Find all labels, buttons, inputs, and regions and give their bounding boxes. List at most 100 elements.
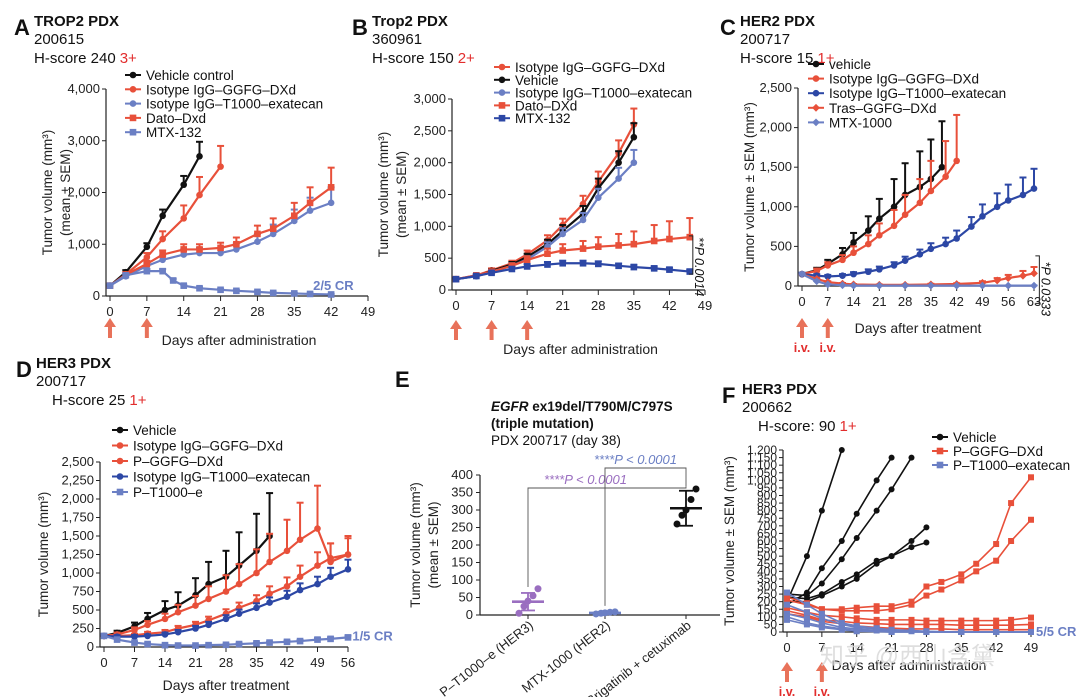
data-point bbox=[873, 603, 880, 610]
x-tick-label: 21 bbox=[555, 298, 569, 313]
h-score-label: H-score 15 bbox=[740, 50, 813, 67]
y-tick-label: 1,050 bbox=[747, 466, 777, 480]
panel-letter: F bbox=[722, 383, 735, 408]
y-axis-label: (mean ± SEM) bbox=[394, 151, 409, 238]
legend-marker bbox=[936, 433, 944, 441]
y-axis-label: Tumor volume (mm³) bbox=[40, 130, 55, 256]
data-point bbox=[205, 641, 212, 649]
y-tick-label: 2,500 bbox=[413, 123, 446, 138]
x-axis-label: Days after administration bbox=[503, 341, 658, 357]
data-point bbox=[254, 230, 261, 238]
data-point bbox=[534, 585, 542, 593]
h-score: H-score 25 1+ bbox=[52, 392, 147, 409]
data-point bbox=[180, 246, 188, 253]
x-axis-label: Days after treatment bbox=[855, 320, 982, 336]
data-point bbox=[993, 617, 1000, 624]
y-tick-label: 3,000 bbox=[67, 133, 100, 148]
data-point bbox=[217, 286, 224, 294]
x-tick-label: 21 bbox=[884, 640, 898, 655]
data-point bbox=[327, 291, 335, 298]
data-point bbox=[850, 239, 857, 246]
data-point bbox=[180, 282, 188, 289]
data-point bbox=[908, 538, 915, 544]
data-point bbox=[650, 237, 658, 245]
data-point bbox=[890, 203, 898, 211]
data-point bbox=[784, 616, 790, 623]
data-point bbox=[180, 215, 188, 222]
panel-title: EGFR ex19del/T790M/C797S bbox=[491, 399, 673, 414]
y-tick-label: 250 bbox=[451, 520, 473, 535]
model-id: 200717 bbox=[36, 373, 86, 390]
y-tick-label: 350 bbox=[451, 485, 473, 500]
data-point bbox=[818, 619, 825, 626]
data-point bbox=[818, 610, 825, 617]
y-tick-label: 1,500 bbox=[413, 187, 446, 202]
data-point bbox=[630, 133, 638, 141]
data-point bbox=[853, 619, 860, 626]
data-point bbox=[873, 616, 880, 623]
data-point bbox=[615, 242, 622, 249]
panel-subtitle: (triple mutation) bbox=[491, 416, 594, 431]
data-point bbox=[888, 606, 895, 613]
model-id: 360961 bbox=[372, 31, 422, 48]
legend-label: Vehicle bbox=[515, 73, 559, 88]
panel-letter: A bbox=[14, 15, 30, 40]
legend-marker bbox=[129, 71, 137, 79]
data-point bbox=[901, 281, 910, 290]
series-group bbox=[798, 113, 1038, 290]
data-point bbox=[993, 203, 1001, 211]
data-point bbox=[838, 447, 845, 453]
y-tick-label: 500 bbox=[424, 250, 446, 265]
data-point bbox=[818, 615, 825, 622]
data-point bbox=[908, 621, 915, 628]
y-tick-label: 0 bbox=[93, 288, 100, 303]
data-point bbox=[529, 592, 537, 600]
x-tick-label: 0 bbox=[106, 304, 113, 319]
data-point bbox=[888, 616, 895, 623]
data-point bbox=[1028, 614, 1034, 621]
data-point bbox=[233, 246, 240, 253]
data-point bbox=[180, 181, 188, 189]
data-point bbox=[253, 640, 260, 647]
y-tick-label: 350 bbox=[757, 572, 777, 586]
y-tick-label: 50 bbox=[459, 590, 473, 605]
data-point bbox=[169, 277, 177, 284]
data-point bbox=[686, 233, 694, 241]
data-point bbox=[611, 608, 619, 616]
data-point bbox=[818, 580, 825, 587]
data-point bbox=[254, 238, 261, 245]
data-point bbox=[953, 157, 960, 165]
data-point bbox=[594, 194, 602, 201]
data-point bbox=[544, 261, 551, 268]
data-point bbox=[306, 207, 314, 214]
data-point bbox=[692, 485, 700, 493]
data-point bbox=[174, 628, 182, 636]
data-point bbox=[1030, 269, 1038, 278]
data-point bbox=[853, 607, 860, 614]
data-point bbox=[923, 629, 930, 635]
data-point bbox=[283, 638, 291, 646]
y-tick-label: 600 bbox=[757, 534, 777, 548]
y-tick-label: 0 bbox=[770, 625, 777, 639]
y-tick-label: 0 bbox=[87, 639, 94, 654]
data-point bbox=[916, 199, 924, 207]
comparison-p-value: ****P < 0.0001 bbox=[544, 472, 627, 487]
data-point bbox=[1028, 516, 1034, 523]
data-point bbox=[873, 627, 880, 634]
x-tick-label: 42 bbox=[662, 298, 676, 313]
h-score-label: H-score 240 bbox=[34, 50, 116, 67]
series-group bbox=[784, 447, 1034, 635]
series-line bbox=[786, 619, 1031, 633]
legend-marker bbox=[812, 75, 820, 82]
data-point bbox=[838, 578, 845, 585]
x-tick-label: 42 bbox=[280, 655, 294, 670]
data-point bbox=[327, 554, 334, 562]
y-tick-label: 150 bbox=[451, 555, 473, 570]
data-point bbox=[327, 199, 335, 207]
legend-marker bbox=[812, 118, 820, 127]
data-point bbox=[122, 272, 130, 279]
series-group bbox=[100, 484, 352, 649]
